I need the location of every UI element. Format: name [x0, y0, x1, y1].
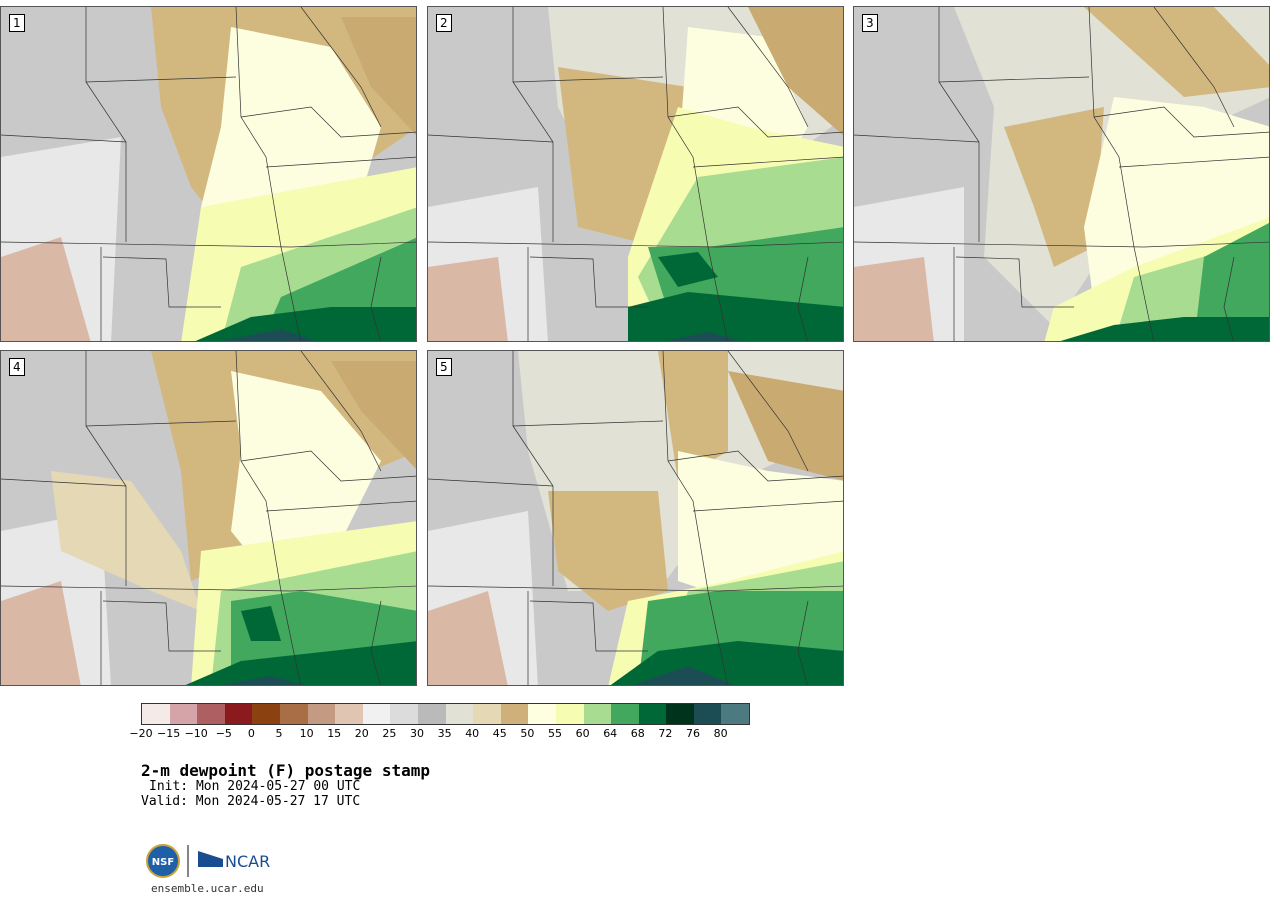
dewpoint-map-5 [428, 351, 843, 685]
dewpoint-map-3 [854, 7, 1269, 341]
colorbar-box [611, 704, 639, 724]
colorbar-box [693, 704, 722, 724]
nsf-logo-icon [146, 844, 180, 878]
colorbar-tick-label: 5 [275, 727, 283, 740]
colorbar-box [583, 704, 612, 724]
colorbar-tick-label: 20 [354, 727, 369, 740]
colorbar-tick-label: 68 [630, 727, 645, 740]
dewpoint-map-1 [1, 7, 416, 341]
panel-label: 5 [436, 358, 452, 376]
colorbar-box [473, 704, 501, 724]
panel-label: 4 [9, 358, 25, 376]
colorbar-tick-label: 35 [437, 727, 452, 740]
colorbar-box [279, 704, 308, 724]
nsf-logo-text: NSF [152, 857, 174, 868]
colorbar-box [390, 704, 418, 724]
colorbar-tick-label: 80 [713, 727, 728, 740]
colorbar-tick-label: 10 [299, 727, 314, 740]
colorbar [141, 703, 751, 725]
colorbar-box [335, 704, 363, 724]
colorbar-tick-label: 15 [327, 727, 342, 740]
panel-label: 3 [862, 14, 878, 32]
site-url: ensemble.ucar.edu [151, 882, 264, 895]
ncar-logo-text: NCAR [225, 852, 270, 871]
colorbar-tick-label: 50 [520, 727, 535, 740]
map-panel-1: 1 [0, 6, 417, 342]
panel-label: 2 [436, 14, 452, 32]
colorbar-tick-label: −15 [156, 727, 181, 740]
colorbar-tick-label: 40 [465, 727, 480, 740]
colorbar-box [169, 704, 198, 724]
colorbar-tick-label: 76 [686, 727, 700, 740]
colorbar-tick-label: 25 [382, 727, 397, 740]
colorbar-box [555, 704, 584, 724]
colorbar-box [528, 704, 556, 724]
colorbar-box [362, 704, 391, 724]
map-panel-2: 2 [427, 6, 844, 342]
colorbar-box [252, 704, 280, 724]
map-panel-5: 5 [427, 350, 844, 686]
colorbar-tick-label: 72 [658, 727, 673, 740]
nsf-ncar-logos: NSF NCAR [146, 844, 270, 878]
colorbar-box [721, 704, 750, 724]
colorbar-tick-label: 30 [410, 727, 424, 740]
colorbar-box [197, 704, 225, 724]
ncar-logo-icon [198, 851, 223, 867]
valid-time: Valid: Mon 2024-05-27 17 UTC [141, 794, 361, 809]
colorbar-box [417, 704, 446, 724]
colorbar-box [445, 704, 474, 724]
map-panel-3: 3 [853, 6, 1270, 342]
init-time: Init: Mon 2024-05-27 00 UTC [149, 779, 361, 794]
colorbar-tick-label: 60 [575, 727, 590, 740]
colorbar-tick-label: 45 [492, 727, 507, 740]
colorbar-box [142, 704, 170, 724]
dewpoint-map-2 [428, 7, 843, 341]
panel-label: 1 [9, 14, 25, 32]
colorbar-tick-label: −10 [184, 727, 208, 740]
map-panel-4: 4 [0, 350, 417, 686]
colorbar-tick-label: 0 [247, 727, 255, 740]
colorbar-box [224, 704, 253, 724]
plot-title: 2-m dewpoint (F) postage stamp [141, 761, 430, 780]
colorbar-tick-label: −5 [215, 727, 232, 740]
colorbar-box [500, 704, 529, 724]
colorbar-tick-label: 55 [548, 727, 562, 740]
colorbar-box [638, 704, 667, 724]
colorbar-box [666, 704, 694, 724]
dewpoint-map-4 [1, 351, 416, 685]
colorbar-box [307, 704, 336, 724]
colorbar-tick-label: −20 [129, 727, 153, 740]
colorbar-tick-label: 64 [603, 727, 618, 740]
